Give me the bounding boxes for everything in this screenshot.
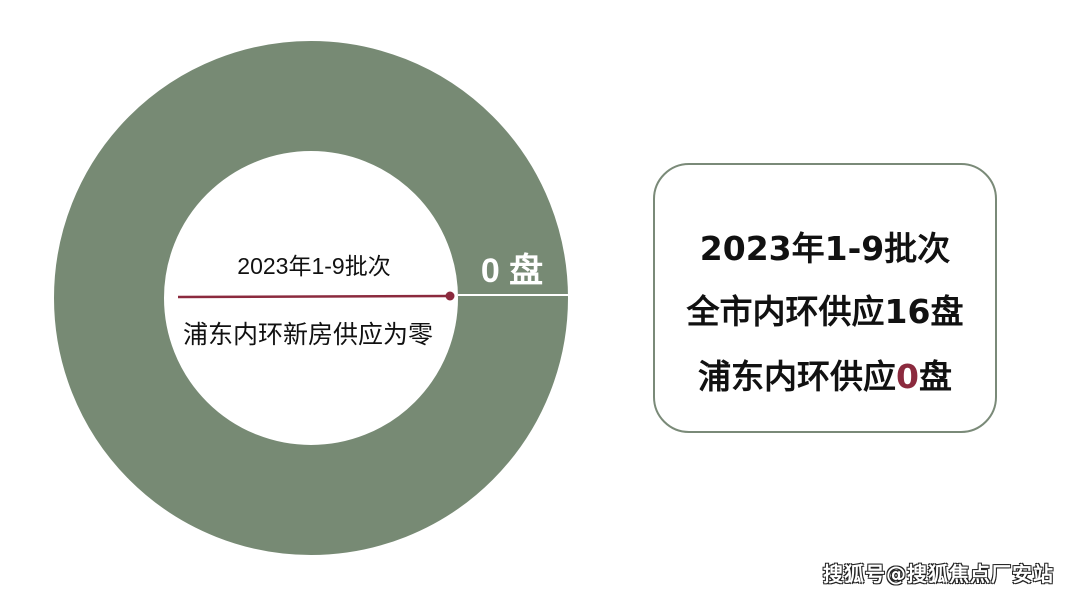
summary-line-3-suffix: 盘	[918, 357, 952, 396]
summary-line-2: 全市内环供应16盘	[686, 292, 964, 331]
summary-line-3: 浦东内环供应0盘	[655, 350, 995, 398]
summary-highlight-value: 0	[896, 357, 919, 396]
slice-label: 0 盘	[481, 252, 543, 290]
summary-box: 2023年1-9批次 全市内环供应16盘 浦东内环供应0盘	[653, 163, 997, 433]
center-title: 2023年1-9批次	[237, 253, 390, 279]
summary-line-3-prefix: 浦东内环供应	[698, 357, 897, 396]
center-subtitle: 浦东内环新房供应为零	[183, 320, 433, 349]
summary-line-1: 2023年1-9批次	[699, 229, 951, 268]
watermark: 搜狐号@搜狐焦点厂安站	[823, 562, 1054, 586]
leader-line	[177, 294, 451, 299]
leader-dot	[445, 291, 455, 301]
donut-ring	[54, 41, 568, 555]
